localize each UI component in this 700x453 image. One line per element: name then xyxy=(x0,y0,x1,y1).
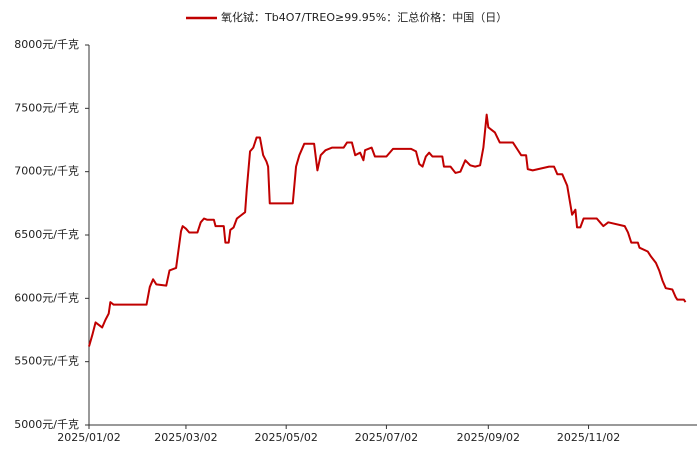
x-tick-label: 2025/05/02 xyxy=(254,431,317,444)
x-tick-label: 2025/03/02 xyxy=(154,431,217,444)
y-tick-label: 5500元/千克 xyxy=(14,355,79,368)
legend-label: 氧化铽：Tb4O7/TREO≥99.95%：汇总价格：中国（日） xyxy=(221,10,507,24)
x-tick-label: 2025/09/02 xyxy=(457,431,520,444)
y-tick-label: 7500元/千克 xyxy=(14,101,79,114)
x-tick-label: 2025/11/02 xyxy=(557,431,620,444)
y-tick-label: 6000元/千克 xyxy=(14,291,79,304)
y-tick-label: 6500元/千克 xyxy=(14,228,79,241)
x-tick-label: 2025/07/02 xyxy=(355,431,418,444)
y-tick-label: 5000元/千克 xyxy=(14,418,79,431)
line-series xyxy=(88,113,687,347)
x-tick-label: 2025/01/02 xyxy=(57,431,120,444)
y-tick-label: 7000元/千克 xyxy=(14,165,79,178)
y-tick-label: 8000元/千克 xyxy=(14,38,79,51)
